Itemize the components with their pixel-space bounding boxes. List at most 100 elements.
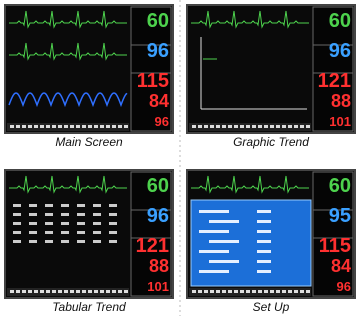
table-cell <box>45 204 53 207</box>
table-cell <box>61 222 69 225</box>
status-text <box>240 290 244 293</box>
status-text <box>10 125 14 128</box>
table-cell <box>61 231 69 234</box>
status-text <box>124 125 128 128</box>
setup-item <box>199 210 229 213</box>
status-text <box>100 125 104 128</box>
panel-caption: Main Screen <box>55 135 123 149</box>
status-text <box>112 290 116 293</box>
table-cell <box>13 231 21 234</box>
status-text <box>294 125 298 128</box>
status-text <box>288 125 292 128</box>
status-text <box>34 125 38 128</box>
status-text <box>106 290 110 293</box>
status-text <box>276 290 280 293</box>
status-text <box>198 125 202 128</box>
status-text <box>300 290 304 293</box>
reading: 115 <box>319 235 351 257</box>
status-text <box>306 125 310 128</box>
table-cell <box>61 213 69 216</box>
table-cell <box>13 204 21 207</box>
table-cell <box>93 204 101 207</box>
table-cell <box>77 213 85 216</box>
status-text <box>192 125 196 128</box>
table-cell <box>77 240 85 243</box>
setup-value <box>257 230 271 233</box>
setup-item <box>199 250 229 253</box>
status-text <box>58 125 62 128</box>
status-text <box>82 290 86 293</box>
setup-value <box>257 250 271 253</box>
reading: 96 <box>337 279 351 294</box>
status-text <box>106 125 110 128</box>
status-text <box>40 125 44 128</box>
status-text <box>252 290 256 293</box>
table-cell <box>45 231 53 234</box>
status-text <box>210 290 214 293</box>
status-text <box>16 290 20 293</box>
reading: 96 <box>155 114 169 129</box>
table-cell <box>93 240 101 243</box>
status-text <box>216 290 220 293</box>
status-text <box>252 125 256 128</box>
table-cell <box>77 204 85 207</box>
status-text <box>264 290 268 293</box>
setup-item <box>199 270 229 273</box>
setup-item <box>209 220 239 223</box>
reading: 88 <box>331 91 351 111</box>
status-text <box>28 125 32 128</box>
status-text <box>246 125 250 128</box>
setup-value <box>257 210 271 213</box>
status-text <box>100 290 104 293</box>
table-cell <box>93 231 101 234</box>
status-text <box>204 125 208 128</box>
status-text <box>228 125 232 128</box>
status-text <box>22 290 26 293</box>
status-text <box>52 125 56 128</box>
status-text <box>216 125 220 128</box>
status-text <box>28 290 32 293</box>
status-text <box>40 290 44 293</box>
table-cell <box>29 213 37 216</box>
status-text <box>204 290 208 293</box>
status-text <box>258 125 262 128</box>
reading: 60 <box>147 175 169 197</box>
status-text <box>276 125 280 128</box>
status-text <box>258 290 262 293</box>
table-cell <box>13 240 21 243</box>
panel-caption: Set Up <box>253 300 290 314</box>
table-cell <box>109 240 117 243</box>
status-text <box>198 290 202 293</box>
reading: 121 <box>136 235 169 257</box>
status-text <box>282 290 286 293</box>
status-text <box>282 125 286 128</box>
table-cell <box>45 240 53 243</box>
status-text <box>228 290 232 293</box>
setup-item <box>199 230 229 233</box>
status-text <box>52 290 56 293</box>
status-text <box>222 290 226 293</box>
status-text <box>34 290 38 293</box>
status-text <box>88 290 92 293</box>
reading: 121 <box>318 70 351 92</box>
status-text <box>70 290 74 293</box>
status-text <box>222 125 226 128</box>
status-text <box>88 125 92 128</box>
status-text <box>46 125 50 128</box>
setup-value <box>257 260 271 263</box>
reading: 84 <box>331 256 351 276</box>
setup-value <box>257 240 271 243</box>
setup-item <box>209 240 239 243</box>
status-text <box>94 125 98 128</box>
status-text <box>210 125 214 128</box>
panel-caption: Tabular Trend <box>52 300 126 314</box>
setup-value <box>257 220 271 223</box>
table-cell <box>109 222 117 225</box>
status-text <box>124 290 128 293</box>
status-text <box>118 290 122 293</box>
reading: 88 <box>149 256 169 276</box>
status-text <box>76 125 80 128</box>
status-text <box>112 125 116 128</box>
table-cell <box>45 213 53 216</box>
